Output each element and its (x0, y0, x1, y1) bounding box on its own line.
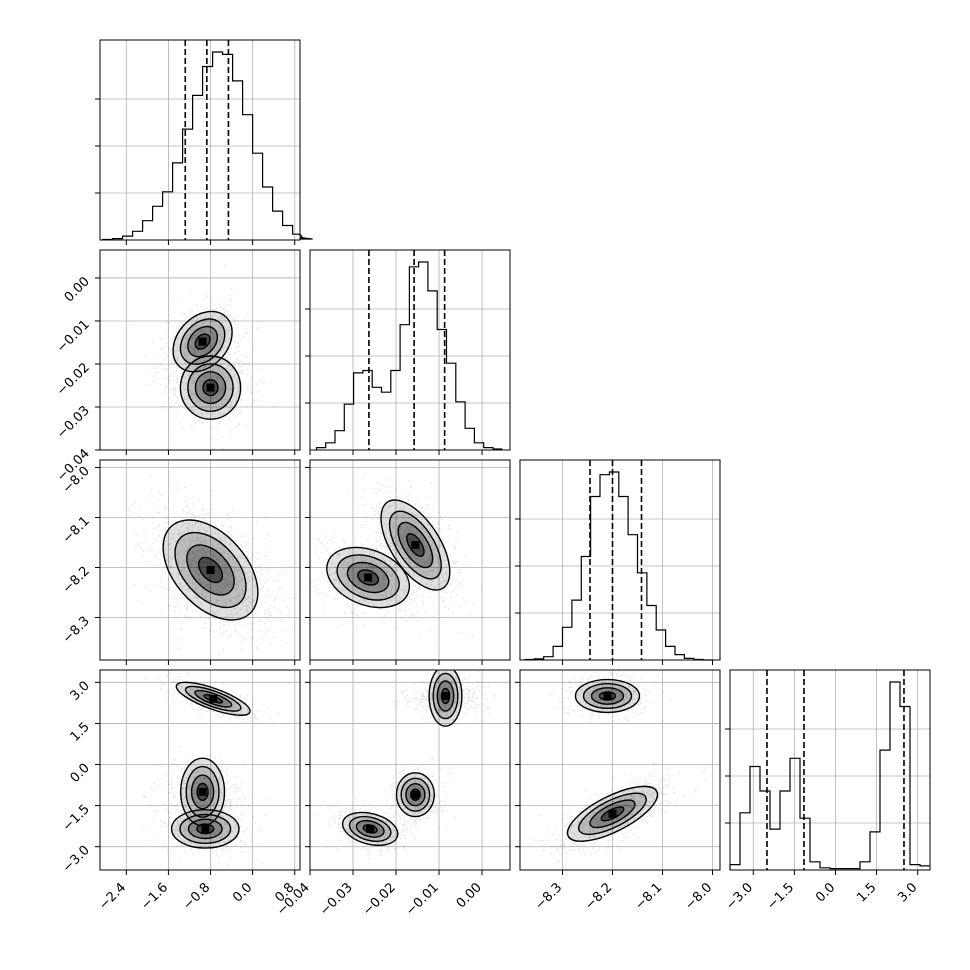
x-tick-label: −0.03 (317, 880, 356, 919)
density-peak-1-0-0 (198, 337, 207, 346)
panel-grid-3-1 (310, 670, 510, 870)
panel-frame-3-3 (729, 669, 931, 871)
x-tick-label: 0.0 (813, 880, 838, 905)
x-tick-label: 0.0 (230, 880, 255, 905)
density-peak-3-1-1 (411, 790, 420, 799)
panel-grid-2-2 (515, 460, 720, 660)
x-tick-label: −8.0 (682, 880, 715, 913)
panel-frame-2-1 (309, 459, 511, 661)
density-peak-3-2-1 (608, 809, 617, 818)
panel-frame-2-2 (519, 459, 721, 661)
density-peak-2-1-1 (364, 573, 373, 582)
x-tick-label: −0.01 (403, 880, 442, 919)
y-tick-label: −0.02 (54, 360, 93, 399)
density-content-3-0 (141, 671, 279, 866)
density-peak-3-0-0 (209, 694, 218, 703)
y-tick-label: −0.03 (54, 403, 93, 442)
panel-frame-3-2 (519, 669, 721, 871)
scatter-points-2-1 (310, 460, 483, 644)
density-panel-2-1 (310, 460, 483, 644)
density-peak-2-0-0 (206, 566, 215, 574)
panel-grid-3-0 (100, 670, 300, 870)
scatter-points-3-2 (533, 670, 711, 865)
x-tick-label: −8.1 (632, 880, 665, 913)
density-content-3-2 (533, 670, 711, 865)
panel-grid-3-3 (725, 670, 930, 870)
y-tick-label: 3.0 (68, 679, 93, 704)
y-tick-label: −8.3 (60, 614, 93, 647)
density-panel-3-0 (141, 671, 279, 866)
x-tick-label: −3.0 (723, 880, 756, 913)
histogram-0 (102, 40, 313, 241)
y-tick-label: −8.2 (60, 564, 93, 597)
density-panel-1-0 (131, 264, 273, 450)
panel-frame-3-0 (99, 669, 301, 871)
density-panel-3-1 (316, 670, 496, 860)
y-tick-label: 0.00 (62, 274, 93, 305)
x-tick-label: −1.5 (764, 880, 797, 913)
x-tick-label: −8.2 (582, 880, 615, 913)
density-peak-3-1-0 (441, 692, 450, 700)
histogram-step-3 (729, 681, 930, 870)
x-tick-label: 0.00 (454, 880, 485, 911)
panel-grid-2-0 (100, 460, 300, 660)
y-tick-label: 0.0 (68, 761, 93, 786)
density-peak-3-1-2 (366, 824, 375, 833)
histogram-1 (315, 250, 503, 450)
panel-frame-2-0 (99, 459, 301, 661)
density-content-2-0 (123, 460, 297, 660)
x-tick-label: −1.6 (138, 880, 171, 913)
density-peak-2-1-0 (411, 541, 420, 549)
scatter-points-3-1 (316, 670, 496, 860)
density-content-1-0 (131, 264, 273, 450)
density-peak-3-2-0 (603, 692, 612, 700)
histogram-step-0 (102, 51, 313, 241)
y-tick-label: −8.1 (60, 514, 93, 547)
y-tick-label: −0.01 (54, 317, 93, 356)
panel-frame-3-1 (309, 669, 511, 871)
x-tick-label: −8.3 (532, 880, 565, 913)
histogram-3 (729, 670, 930, 870)
y-tick-label: −1.5 (60, 802, 93, 835)
x-tick-label: −0.8 (180, 880, 213, 913)
panel-frame-0-0 (99, 39, 301, 241)
density-panel-3-2 (533, 670, 711, 865)
x-tick-label: 1.5 (854, 880, 879, 905)
density-peak-1-0-1 (206, 383, 215, 392)
density-peak-3-0-2 (201, 824, 210, 833)
density-content-3-1 (316, 670, 496, 860)
panel-frame-1-0 (99, 249, 301, 451)
histogram-step-2 (524, 471, 713, 661)
panel-grid-1-1 (305, 250, 510, 450)
x-tick-label: 3.0 (895, 880, 920, 905)
panel-grid-0-0 (95, 40, 300, 240)
panel-grid-3-2 (520, 670, 720, 870)
histogram-2 (524, 460, 713, 661)
density-peak-3-0-1 (198, 787, 207, 796)
x-tick-label: −2.4 (96, 880, 129, 913)
panel-frame-1-1 (309, 249, 511, 451)
y-tick-label: 1.5 (68, 720, 93, 745)
density-panel-2-0 (123, 460, 297, 660)
y-tick-label: −3.0 (60, 843, 93, 876)
histogram-step-1 (315, 261, 503, 450)
density-content-2-1 (310, 460, 483, 644)
x-tick-label: −0.02 (360, 880, 399, 919)
